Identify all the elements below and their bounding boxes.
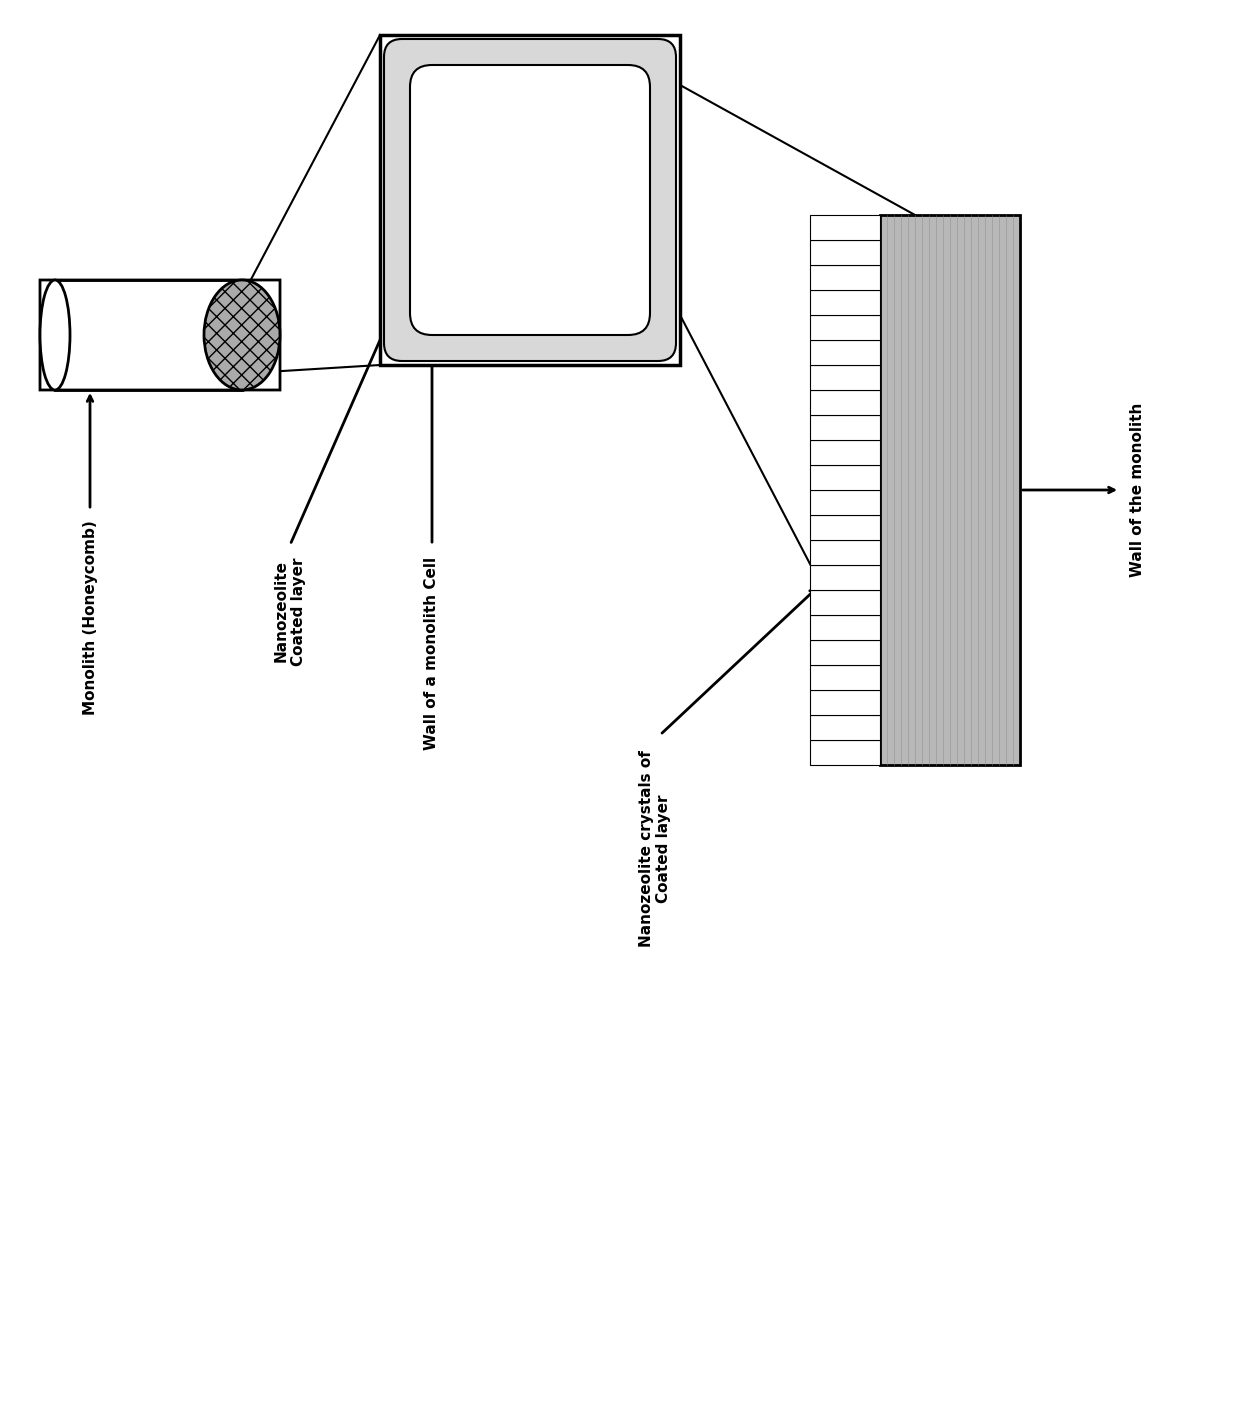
Bar <box>810 340 880 365</box>
Bar <box>810 215 880 241</box>
Bar <box>810 515 880 541</box>
Bar <box>810 440 880 466</box>
Bar <box>810 316 880 340</box>
Bar <box>810 541 880 565</box>
Ellipse shape <box>40 280 69 391</box>
Bar <box>810 565 880 590</box>
Text: Nanozeolite crystals of
Coated layer: Nanozeolite crystals of Coated layer <box>639 750 671 947</box>
Bar <box>810 616 880 640</box>
Bar <box>880 215 1021 766</box>
Text: Nanozeolite
Coated layer: Nanozeolite Coated layer <box>274 558 306 665</box>
Bar <box>810 590 880 616</box>
Bar <box>379 35 680 365</box>
Bar <box>810 265 880 290</box>
FancyBboxPatch shape <box>410 65 650 335</box>
Text: Monolith (Honeycomb): Monolith (Honeycomb) <box>83 519 98 715</box>
FancyBboxPatch shape <box>384 40 676 361</box>
Text: Wall of the monolith: Wall of the monolith <box>1130 403 1145 577</box>
Bar <box>810 740 880 766</box>
Bar <box>810 365 880 391</box>
FancyBboxPatch shape <box>40 280 280 391</box>
Bar <box>810 665 880 691</box>
Ellipse shape <box>205 280 280 391</box>
Bar <box>810 640 880 665</box>
Bar <box>810 415 880 440</box>
Bar <box>810 490 880 515</box>
Text: Wall of a monolith Cell: Wall of a monolith Cell <box>424 558 439 750</box>
Bar <box>810 241 880 265</box>
Bar <box>810 691 880 715</box>
Bar <box>810 290 880 316</box>
Bar <box>810 715 880 740</box>
Bar <box>810 391 880 415</box>
Bar <box>810 466 880 490</box>
